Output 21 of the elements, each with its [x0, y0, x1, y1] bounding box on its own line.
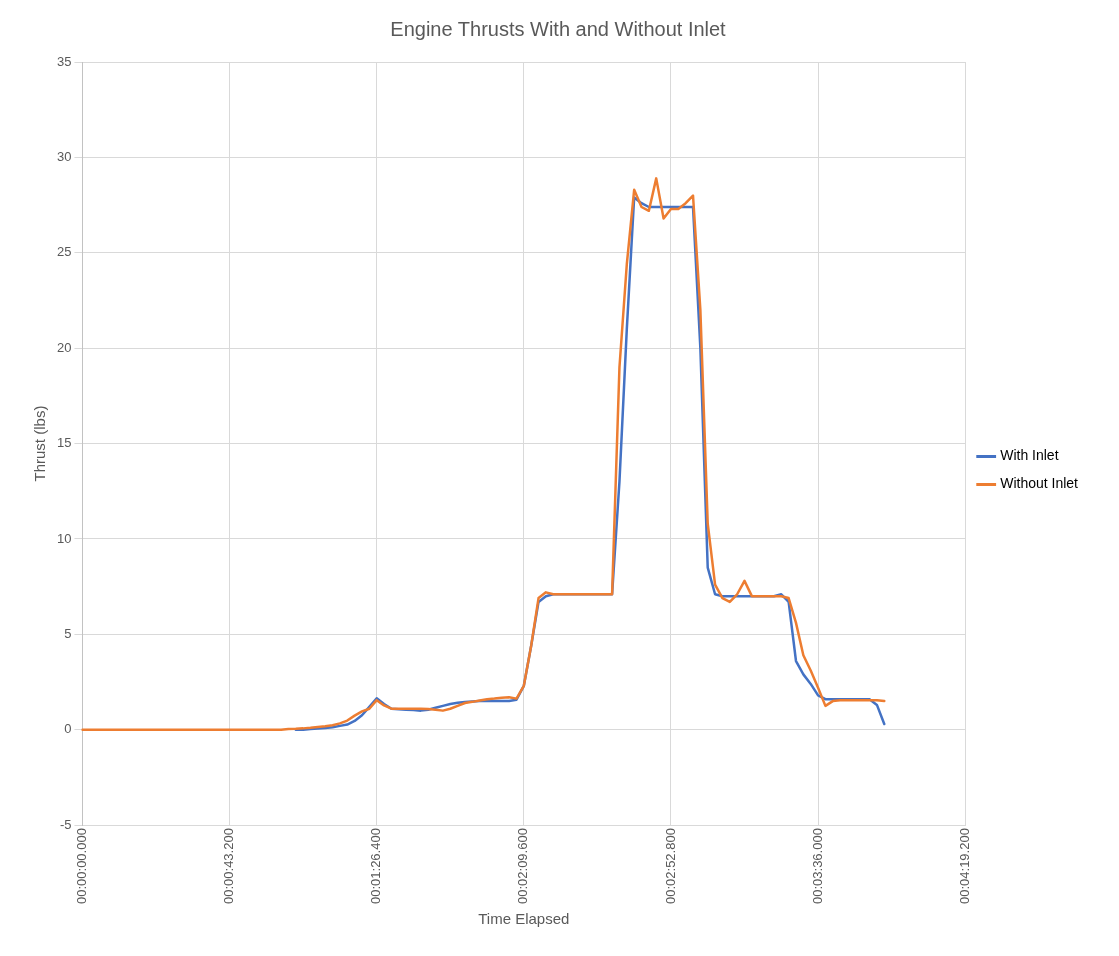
x-tick-label: 00:00:00.000	[74, 828, 90, 904]
y-tick-label: 0	[64, 721, 72, 737]
legend-label: With Inlet	[1000, 447, 1059, 464]
x-tick-label: 00:00:43.200	[221, 828, 237, 904]
x-axis-title: Time Elapsed	[478, 910, 570, 928]
y-tick-label: 15	[56, 435, 72, 451]
legend-label: Without Inlet	[1000, 475, 1079, 492]
x-tick-label: 00:02:52.800	[662, 828, 678, 904]
y-tick-label: 30	[56, 148, 72, 164]
y-tick-label: 20	[56, 339, 72, 355]
y-tick-label: 25	[56, 244, 72, 260]
x-tick-label: 00:02:09.600	[515, 828, 531, 904]
x-tick-label: 00:04:19.200	[956, 828, 972, 904]
y-tick-label: 35	[56, 53, 72, 69]
chart-title: Engine Thrusts With and Without Inlet	[390, 17, 727, 40]
x-tick-label: 00:03:36.000	[809, 828, 825, 904]
y-tick-label: 10	[56, 530, 72, 546]
y-axis-title: Thrust (lbs)	[31, 405, 49, 482]
x-tick-label: 00:01:26.400	[368, 828, 384, 904]
y-tick-label: -5	[59, 816, 72, 832]
y-tick-label: 5	[64, 625, 72, 641]
